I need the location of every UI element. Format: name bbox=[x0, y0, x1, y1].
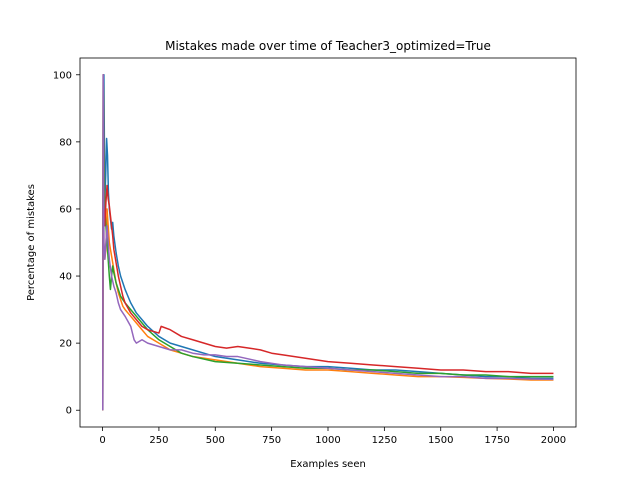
x-tick-label: 0 bbox=[99, 435, 105, 446]
plot-lines bbox=[102, 74, 554, 411]
y-tick-label: 20 bbox=[59, 339, 72, 350]
x-tick-label: 1250 bbox=[372, 435, 397, 446]
x-tick-label: 1000 bbox=[315, 435, 340, 446]
y-tick-label: 0 bbox=[66, 406, 72, 417]
x-axis-ticks: 0 250 500 750 1000 1250 1500 1750 2000 bbox=[99, 427, 566, 446]
x-tick-label: 1750 bbox=[484, 435, 509, 446]
x-tick-label: 1500 bbox=[428, 435, 453, 446]
y-tick-label: 80 bbox=[59, 137, 72, 148]
series-line-4 bbox=[102, 74, 554, 411]
series-line-1 bbox=[102, 74, 554, 411]
plot-frame bbox=[79, 57, 577, 428]
x-axis-label: Examples seen bbox=[290, 459, 366, 470]
x-tick-label: 500 bbox=[206, 435, 225, 446]
x-tick-label: 750 bbox=[262, 435, 281, 446]
x-tick-label: 2000 bbox=[541, 435, 566, 446]
y-tick-label: 60 bbox=[59, 204, 72, 215]
series-line-2 bbox=[102, 74, 554, 411]
y-axis-ticks: 0 20 40 60 80 100 bbox=[53, 70, 80, 417]
y-tick-label: 40 bbox=[59, 272, 72, 283]
chart-title: Mistakes made over time of Teacher3_opti… bbox=[165, 39, 491, 53]
y-axis-label: Percentage of mistakes bbox=[26, 184, 37, 301]
x-tick-label: 250 bbox=[149, 435, 168, 446]
series-line-5 bbox=[102, 74, 554, 411]
y-tick-label: 100 bbox=[53, 70, 72, 81]
